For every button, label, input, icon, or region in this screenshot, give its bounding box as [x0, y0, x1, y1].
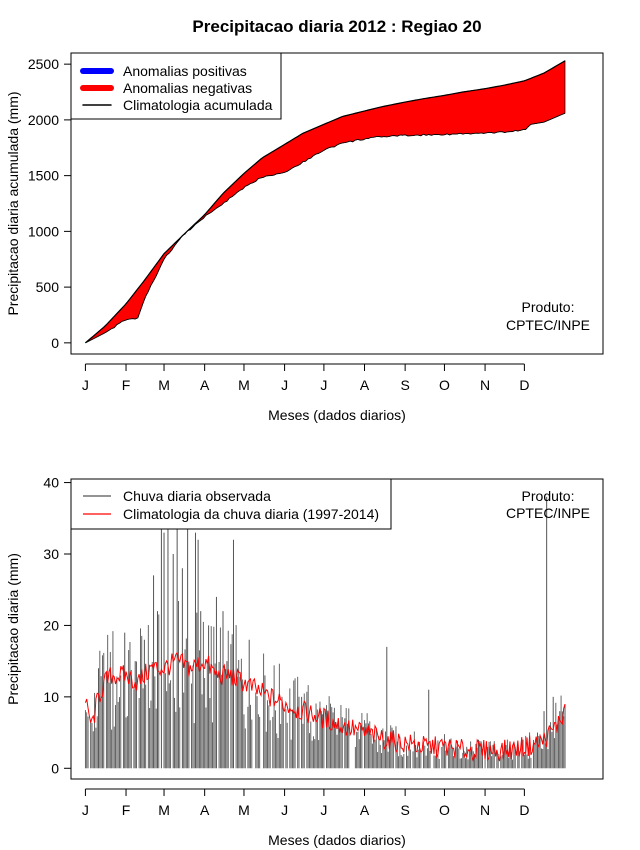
p2-x-tick-label: D [519, 802, 529, 818]
p1-y-tick-label: 0 [51, 335, 59, 351]
p2-x-tick-label: M [158, 802, 170, 818]
p2-y-axis-label: Precipitacao diaria (mm) [5, 553, 21, 705]
legend-negative-label: Anomalias negativas [123, 80, 252, 96]
p1-x-tick-label: J [82, 377, 89, 393]
legend-climatology-label: Climatologia acumulada [123, 97, 273, 113]
daily-chart: 0 10 20 30 40 J F M A M J J A S O N D Meses (dados diario… [5, 475, 604, 848]
p2-x-tick-label: N [480, 802, 490, 818]
p1-x-axis-label: Meses (dados diarios) [268, 407, 406, 423]
p1-y-tick-label: 1000 [28, 223, 59, 239]
p2-x-tick-label: O [439, 802, 450, 818]
p2-credit-product: Produto: [522, 488, 575, 504]
legend-observed-label: Chuva diaria observada [123, 488, 271, 504]
p2-legend-box [70, 478, 392, 530]
p1-y-tick-label: 1500 [28, 168, 59, 184]
p1-x-tick-label: N [480, 377, 490, 393]
p2-y-tick-label: 30 [43, 546, 59, 562]
p2-x-tick-label: M [238, 802, 250, 818]
p2-legend: Chuva diaria observada Climatologia da ch… [70, 478, 392, 530]
observed-daily-bars [84, 482, 566, 769]
cumulative-observed-line [85, 112, 566, 344]
p1-x-tick-label: J [281, 377, 288, 393]
p1-y-tick-label: 2500 [28, 56, 59, 72]
p2-x-tick-label: A [360, 802, 370, 818]
p1-x-tick-label: M [158, 377, 170, 393]
p2-y-tick-label: 10 [43, 689, 59, 705]
p1-x-tick-label: F [122, 377, 131, 393]
p1-credit-product: Produto: [522, 299, 575, 315]
p2-x-tick-label: J [82, 802, 89, 818]
cumulative-climatology-line [85, 60, 566, 344]
daily-climatology-line [84, 651, 566, 763]
legend-daily-climatology-label: Climatologia da chuva diaria (1997-2014) [123, 506, 379, 522]
p1-plot-frame [70, 52, 604, 355]
p1-x-tick-label: A [360, 377, 370, 393]
p1-x-tick-label: M [238, 377, 250, 393]
p1-credit-org: CPTEC/INPE [506, 317, 590, 333]
p2-x-tick-label: F [122, 802, 131, 818]
p2-credit-org: CPTEC/INPE [506, 505, 590, 521]
p2-x-tick-label: J [281, 802, 288, 818]
p2-x-axis-label: Meses (dados diarios) [268, 832, 406, 848]
p2-y-tick-label: 20 [43, 617, 59, 633]
p1-x-tick-label: O [439, 377, 450, 393]
p1-y-axis-label: Precipitacao diaria acumulada (mm) [5, 91, 21, 315]
p1-x-tick-label: D [519, 377, 529, 393]
p1-x-tick-label: J [320, 377, 327, 393]
p1-x-tick-label: S [400, 377, 409, 393]
chart-title: Precipitacao diaria 2012 : Regiao 20 [192, 17, 481, 36]
p2-x-tick-label: A [200, 802, 210, 818]
p2-x-tick-label: J [320, 802, 327, 818]
legend-positive-label: Anomalias positivas [123, 63, 247, 79]
p1-y-tick-label: 2000 [28, 112, 59, 128]
p1-x-tick-label: A [200, 377, 210, 393]
p2-y-tick-label: 0 [51, 760, 59, 776]
p2-x-tick-label: S [400, 802, 409, 818]
p1-y-tick-label: 500 [36, 279, 60, 295]
cumulative-chart: 0 500 1000 1500 2000 2500 J F M A M J J A S O N D Meses (d… [5, 52, 604, 423]
p2-y-tick-label: 40 [43, 475, 59, 491]
